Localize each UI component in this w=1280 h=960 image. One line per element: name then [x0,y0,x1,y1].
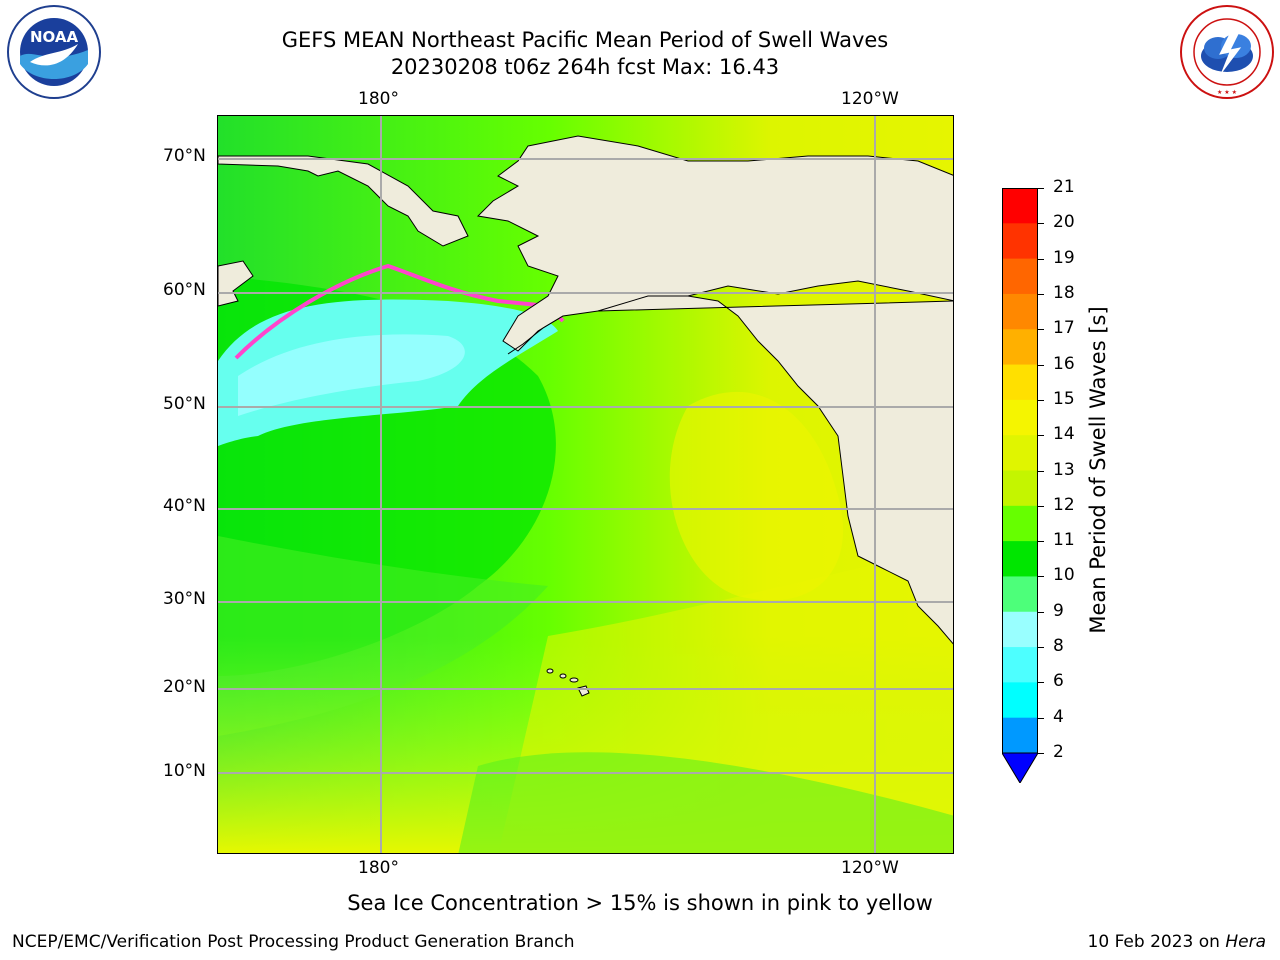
footer-date-text: 10 Feb 2023 on [1087,932,1226,952]
colorbar-tick-mark [1038,717,1044,719]
colorbar-tick-label: 12 [1053,494,1075,515]
colorbar-tick-label: 21 [1053,177,1075,197]
footer-machine: Hera [1225,932,1266,952]
colorbar-tick-label: 6 [1053,671,1064,692]
colorbar-swatch [1002,188,1038,224]
colorbar-swatch [1002,399,1038,436]
colorbar-tick-mark [1038,329,1044,331]
colorbar-tick-mark [1038,223,1044,225]
colorbar-tick-label: 19 [1053,247,1075,268]
colorbar-tick-label: 16 [1053,353,1075,374]
colorbar-tick-label: 17 [1053,318,1075,339]
colorbar-tick-mark [1038,505,1044,507]
colorbar-tick-mark [1038,541,1044,543]
colorbar-swatch [1002,611,1038,648]
colorbar-tick-mark [1038,293,1044,295]
colorbar-tick-mark [1038,753,1044,754]
colorbar-tick-mark [1038,188,1044,189]
colorbar-swatches [1001,188,1039,784]
colorbar-tick-mark [1038,364,1044,366]
colorbar-swatch [1002,329,1038,366]
lat-tick-60n: 60°N [163,280,206,300]
colorbar-tick-label: 2 [1053,742,1064,762]
colorbar-swatch [1002,470,1038,507]
lat-tick-30n: 30°N [163,589,206,609]
colorbar-tick-mark [1038,576,1044,578]
colorbar-tick-mark [1038,470,1044,472]
colorbar-tick-mark [1038,682,1044,684]
colorbar-tick-mark [1038,647,1044,649]
svg-text:★ ★ ★: ★ ★ ★ [1217,89,1237,96]
map-title: GEFS MEAN Northeast Pacific Mean Period … [281,28,889,52]
colorbar-swatch [1002,682,1038,719]
map-panel [217,115,954,854]
lat-tick-10n: 10°N [163,761,206,781]
colorbar-tick-label: 9 [1053,600,1064,621]
colorbar-swatch [1002,435,1038,471]
colorbar-tick-label: 8 [1053,636,1064,657]
noaa-logo: NOAA [4,4,104,100]
colorbar [1001,188,1039,784]
lat-tick-40n: 40°N [163,496,206,516]
colorbar-tick-mark [1038,611,1044,613]
colorbar-swatch [1002,505,1038,542]
colorbar-swatch [1002,258,1038,295]
colorbar-extension [1001,752,1039,784]
colorbar-swatch [1002,364,1038,401]
colorbar-swatch [1002,223,1038,260]
colorbar-swatch [1002,293,1038,330]
colorbar-swatch [1002,541,1038,577]
bottom-tick-120w: 120°W [841,858,899,878]
colorbar-tick-mark [1038,258,1044,260]
colorbar-tick-label: 13 [1053,459,1075,480]
footer-date: 10 Feb 2023 on Hera [1088,932,1266,952]
swell-period-field [218,116,953,853]
colorbar-tick-label: 11 [1053,530,1075,551]
lat-tick-50n: 50°N [163,394,206,414]
colorbar-tick-label: 4 [1053,706,1064,727]
colorbar-tick-label: 20 [1053,212,1075,233]
colorbar-tick-label: 15 [1053,388,1075,409]
colorbar-swatch [1002,717,1038,754]
colorbar-tick-label: 14 [1053,424,1075,445]
colorbar-swatch [1002,576,1038,613]
sea-ice-note: Sea Ice Concentration > 15% is shown in … [347,891,933,915]
colorbar-tick-label: 18 [1053,282,1075,303]
bottom-tick-180: 180° [358,858,399,878]
colorbar-swatch [1002,647,1038,683]
colorbar-tick-mark [1038,435,1044,437]
lat-tick-20n: 20°N [163,677,206,697]
colorbar-label: Mean Period of Swell Waves [s] [1086,306,1110,634]
top-tick-180: 180° [358,89,399,109]
svg-text:NOAA: NOAA [30,28,79,46]
colorbar-outline [1002,188,1038,754]
nws-logo: ★ ★ ★ [1178,4,1276,100]
map-subtitle: 20230208 t06z 264h fcst Max: 16.43 [390,55,780,79]
top-tick-120w: 120°W [841,89,899,109]
colorbar-tick-mark [1038,399,1044,401]
lat-tick-70n: 70°N [163,146,206,166]
footer-credit: NCEP/EMC/Verification Post Processing Pr… [12,932,575,952]
colorbar-tick-label: 10 [1053,565,1075,586]
